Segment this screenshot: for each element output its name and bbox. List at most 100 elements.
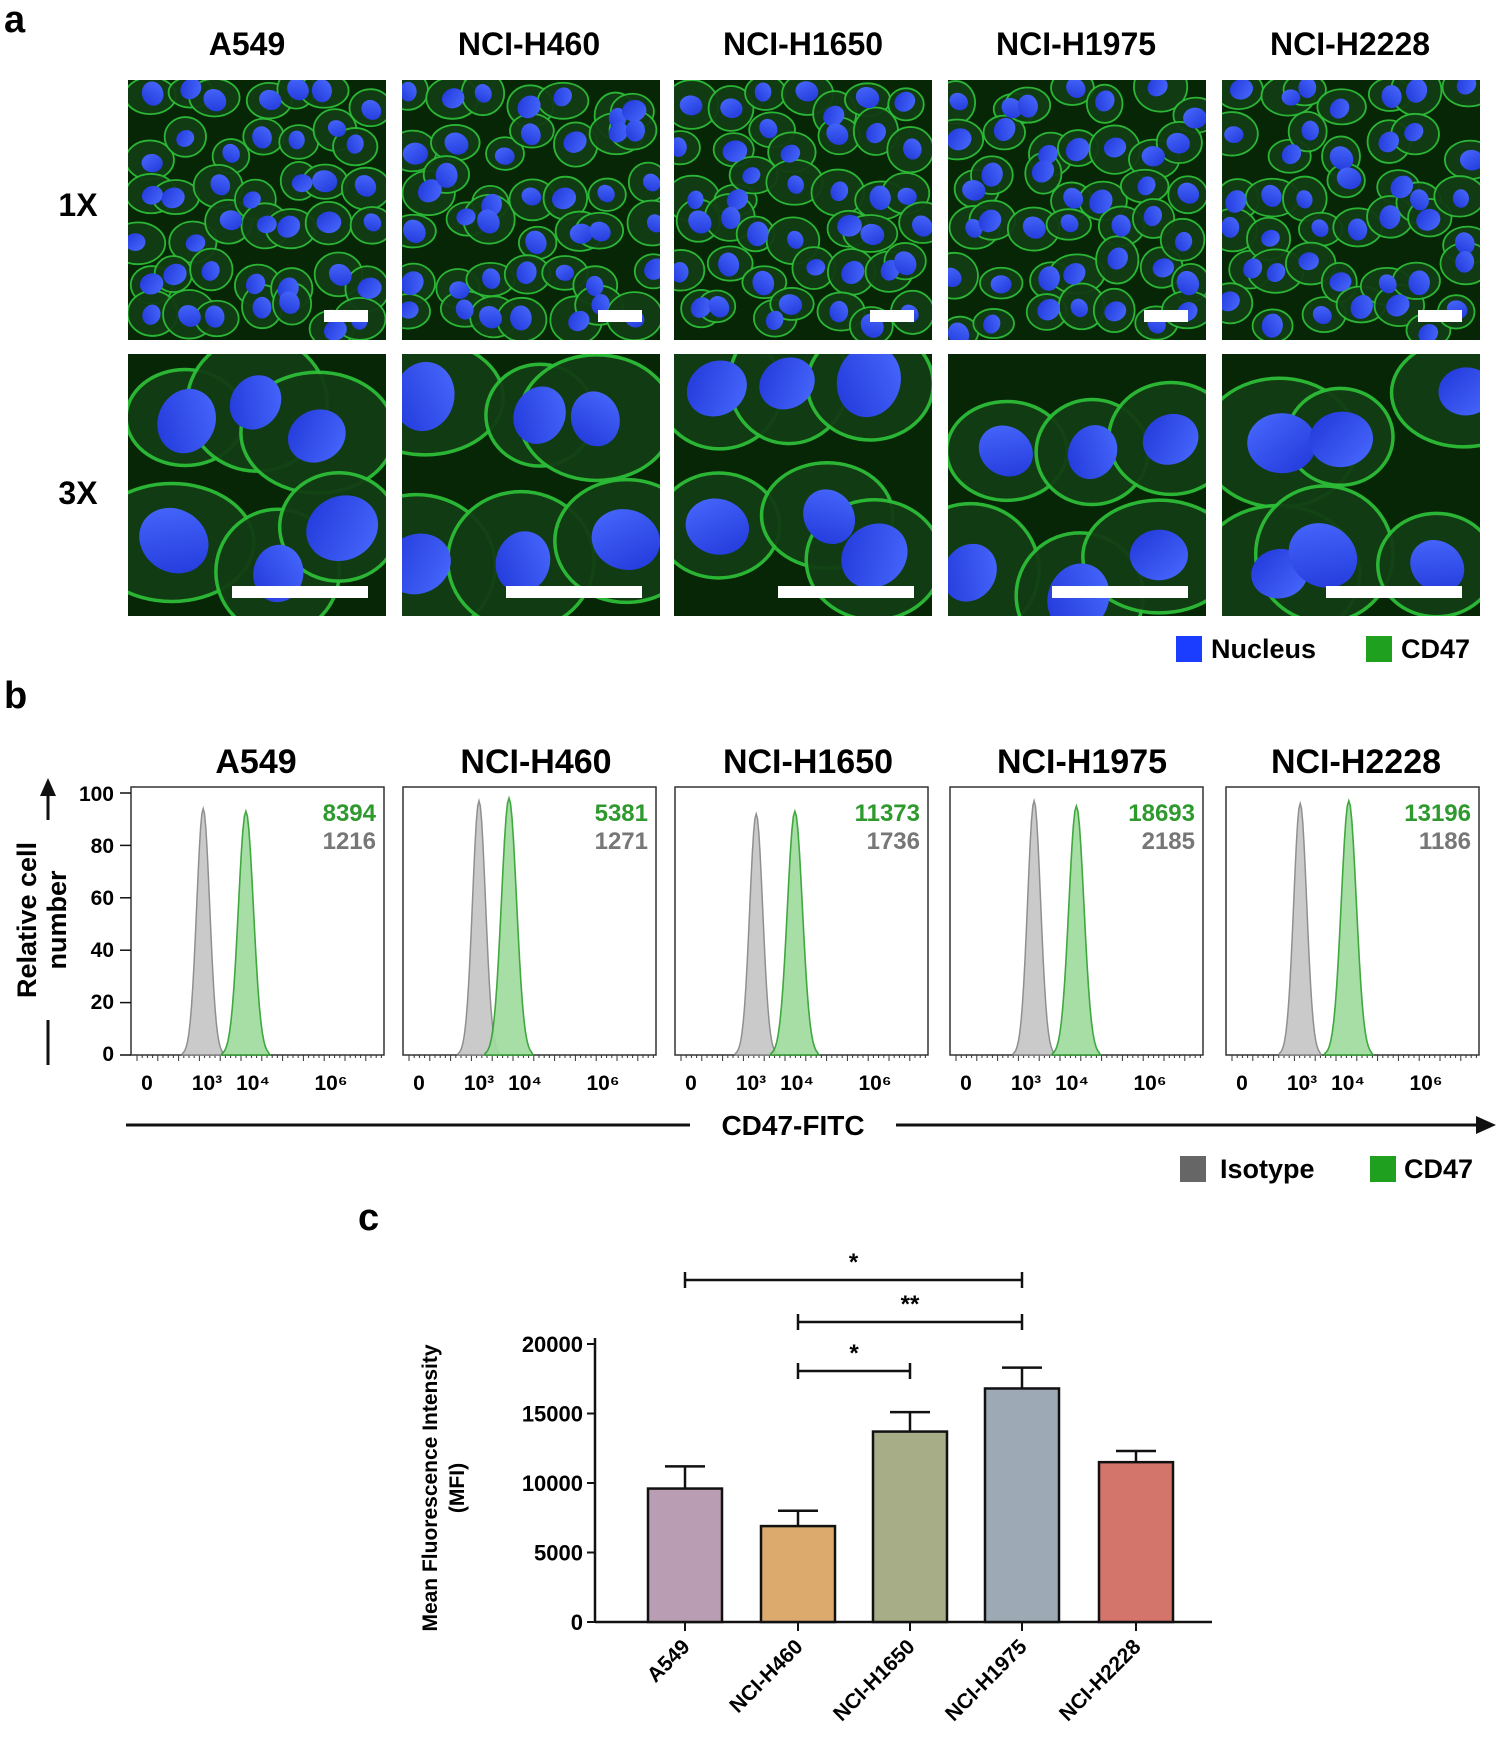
legend-cd47-label-b: CD47 bbox=[1404, 1154, 1473, 1184]
nucleus bbox=[312, 170, 338, 193]
significance-label: * bbox=[849, 1249, 859, 1276]
nucleus bbox=[259, 89, 282, 111]
panel-b: b A549 NCI-H460 NCI-H1650 NCI-H1975 NCI-… bbox=[4, 675, 1496, 1184]
nucleus bbox=[948, 543, 997, 602]
y-tick-20: 20 bbox=[91, 991, 114, 1014]
nucleus bbox=[1456, 80, 1477, 95]
nucleus bbox=[1070, 298, 1088, 318]
nucleus bbox=[1129, 529, 1189, 581]
nucleus bbox=[726, 189, 749, 210]
micrograph-content bbox=[948, 80, 1206, 340]
nucleus bbox=[1455, 251, 1475, 273]
nucleus bbox=[625, 119, 645, 142]
nucleus bbox=[948, 128, 972, 151]
nucleus bbox=[795, 81, 819, 102]
nucleus bbox=[983, 314, 1001, 334]
scale-bar bbox=[506, 586, 642, 598]
nucleus bbox=[1066, 80, 1086, 99]
panel-b-x-axis-title: CD47-FITC bbox=[126, 1110, 1496, 1141]
significance-label: * bbox=[849, 1340, 859, 1367]
isotype-mfi-value: 1186 bbox=[1419, 828, 1471, 855]
c-ylabel-line2: (MFI) bbox=[446, 1463, 469, 1513]
nucleus bbox=[1309, 411, 1374, 468]
nucleus bbox=[1177, 182, 1200, 204]
nucleus bbox=[990, 275, 1012, 294]
bar-nci-h460 bbox=[759, 1524, 837, 1624]
nucleus bbox=[608, 122, 629, 143]
legend-nucleus-label: Nucleus bbox=[1211, 634, 1316, 664]
nucleus bbox=[288, 130, 305, 150]
c-x-tick-label-a549: A549 bbox=[643, 1635, 695, 1687]
nucleus bbox=[279, 291, 300, 314]
nucleus bbox=[1261, 184, 1282, 207]
nucleus bbox=[978, 209, 1002, 233]
mfi-bar-chart: 0 5000 10000 15000 20000 A549 NCI-H460 NCI-H165… bbox=[522, 1249, 1212, 1726]
nucleus bbox=[1103, 137, 1127, 158]
c-x-tick-label-nci-h1650: NCI-H1650 bbox=[829, 1635, 920, 1726]
x-tick-label: 10³ bbox=[1287, 1072, 1317, 1095]
nucleus bbox=[346, 134, 364, 154]
micrograph-3x-nci-h460 bbox=[402, 354, 660, 616]
nucleus bbox=[855, 86, 880, 109]
nucleus bbox=[622, 99, 647, 122]
nucleus bbox=[176, 130, 195, 147]
row-label-3x: 3X bbox=[58, 475, 98, 511]
x-tick-label: 0 bbox=[413, 1072, 425, 1095]
nucleus bbox=[306, 495, 379, 562]
x-tick-label: 0 bbox=[141, 1072, 153, 1095]
nucleus bbox=[449, 281, 470, 299]
y-title-line2: number bbox=[42, 870, 72, 970]
scale-bar bbox=[1326, 586, 1462, 598]
nucleus bbox=[474, 84, 492, 103]
isotype-mfi-value: 1736 bbox=[867, 828, 920, 855]
nucleus bbox=[1107, 247, 1128, 270]
nucleus bbox=[585, 275, 604, 296]
legend-isotype-swatch bbox=[1180, 1156, 1206, 1182]
nucleus bbox=[1416, 208, 1441, 231]
micrograph-content bbox=[402, 354, 660, 616]
nucleus bbox=[949, 92, 968, 111]
c-x-tick-label-nci-h2228: NCI-H2228 bbox=[1055, 1635, 1146, 1726]
legend-cd47-label: CD47 bbox=[1401, 634, 1470, 664]
x-tick-label: 0 bbox=[685, 1072, 697, 1095]
y-title-line1: Relative cell bbox=[12, 842, 42, 998]
cd47-mfi-value: 11373 bbox=[855, 800, 920, 827]
nucleus bbox=[1147, 80, 1168, 97]
nucleus bbox=[1225, 190, 1247, 213]
nucleus bbox=[679, 95, 703, 116]
nucleus bbox=[441, 88, 465, 109]
nucleus bbox=[402, 81, 417, 102]
nucleus bbox=[1222, 216, 1240, 238]
nucleus bbox=[787, 175, 804, 194]
nucleus bbox=[163, 263, 187, 286]
nucleus bbox=[823, 105, 845, 127]
panel-c: c Mean Fluorescence Intensity (MFI) 0 500… bbox=[358, 1197, 1212, 1726]
significance-label: ** bbox=[901, 1291, 920, 1318]
nucleus bbox=[1405, 80, 1428, 103]
nucleus bbox=[718, 252, 740, 277]
panel-b-legend: Isotype CD47 bbox=[1180, 1154, 1473, 1184]
micrograph-content bbox=[948, 354, 1206, 616]
legend-nucleus-swatch bbox=[1176, 636, 1202, 662]
nucleus bbox=[965, 218, 983, 238]
nucleus bbox=[778, 294, 803, 315]
nucleus bbox=[139, 507, 209, 574]
nucleus bbox=[1166, 132, 1190, 154]
bar-nci-h2228 bbox=[1097, 1460, 1175, 1624]
nucleus bbox=[597, 184, 615, 203]
panel-a-column-titles: A549 NCI-H460 NCI-H1650 NCI-H1975 NCI-H2… bbox=[209, 26, 1430, 62]
nucleus bbox=[589, 221, 611, 242]
isotype-mfi-value: 2185 bbox=[1142, 828, 1195, 855]
nucleus bbox=[1288, 523, 1358, 588]
nucleus bbox=[252, 126, 272, 149]
nucleus bbox=[841, 523, 908, 589]
micrograph-1x-nci-h1975 bbox=[948, 80, 1206, 340]
nucleus bbox=[568, 310, 590, 332]
y-tick-100: 100 bbox=[79, 783, 114, 806]
nucleus bbox=[161, 187, 185, 209]
nucleus bbox=[1111, 214, 1131, 237]
